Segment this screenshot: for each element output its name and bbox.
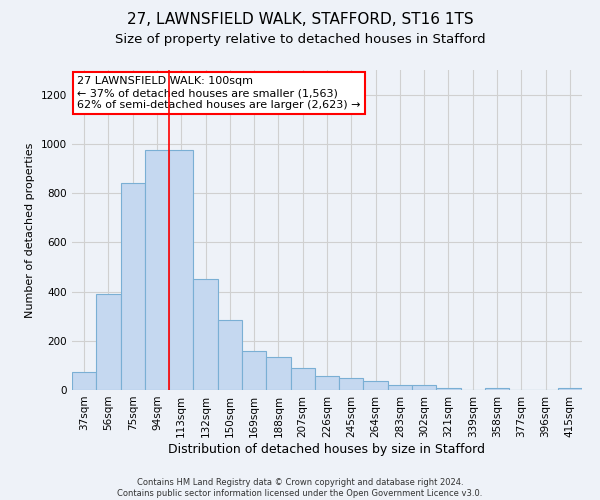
Y-axis label: Number of detached properties: Number of detached properties [25,142,35,318]
Bar [388,385,412,390]
X-axis label: Distribution of detached houses by size in Stafford: Distribution of detached houses by size … [169,442,485,456]
Bar [339,378,364,390]
Bar [315,376,339,390]
Bar [266,357,290,390]
Bar [436,388,461,390]
Bar [290,368,315,390]
Bar [169,150,193,390]
Bar [193,279,218,390]
Bar [145,150,169,390]
Text: Size of property relative to detached houses in Stafford: Size of property relative to detached ho… [115,32,485,46]
Bar [412,385,436,390]
Bar [558,388,582,390]
Bar [242,350,266,390]
Bar [485,388,509,390]
Bar [121,183,145,390]
Text: Contains HM Land Registry data © Crown copyright and database right 2024.
Contai: Contains HM Land Registry data © Crown c… [118,478,482,498]
Text: 27 LAWNSFIELD WALK: 100sqm
← 37% of detached houses are smaller (1,563)
62% of s: 27 LAWNSFIELD WALK: 100sqm ← 37% of deta… [77,76,361,110]
Bar [364,382,388,390]
Bar [72,372,96,390]
Bar [96,294,121,390]
Bar [218,320,242,390]
Text: 27, LAWNSFIELD WALK, STAFFORD, ST16 1TS: 27, LAWNSFIELD WALK, STAFFORD, ST16 1TS [127,12,473,28]
